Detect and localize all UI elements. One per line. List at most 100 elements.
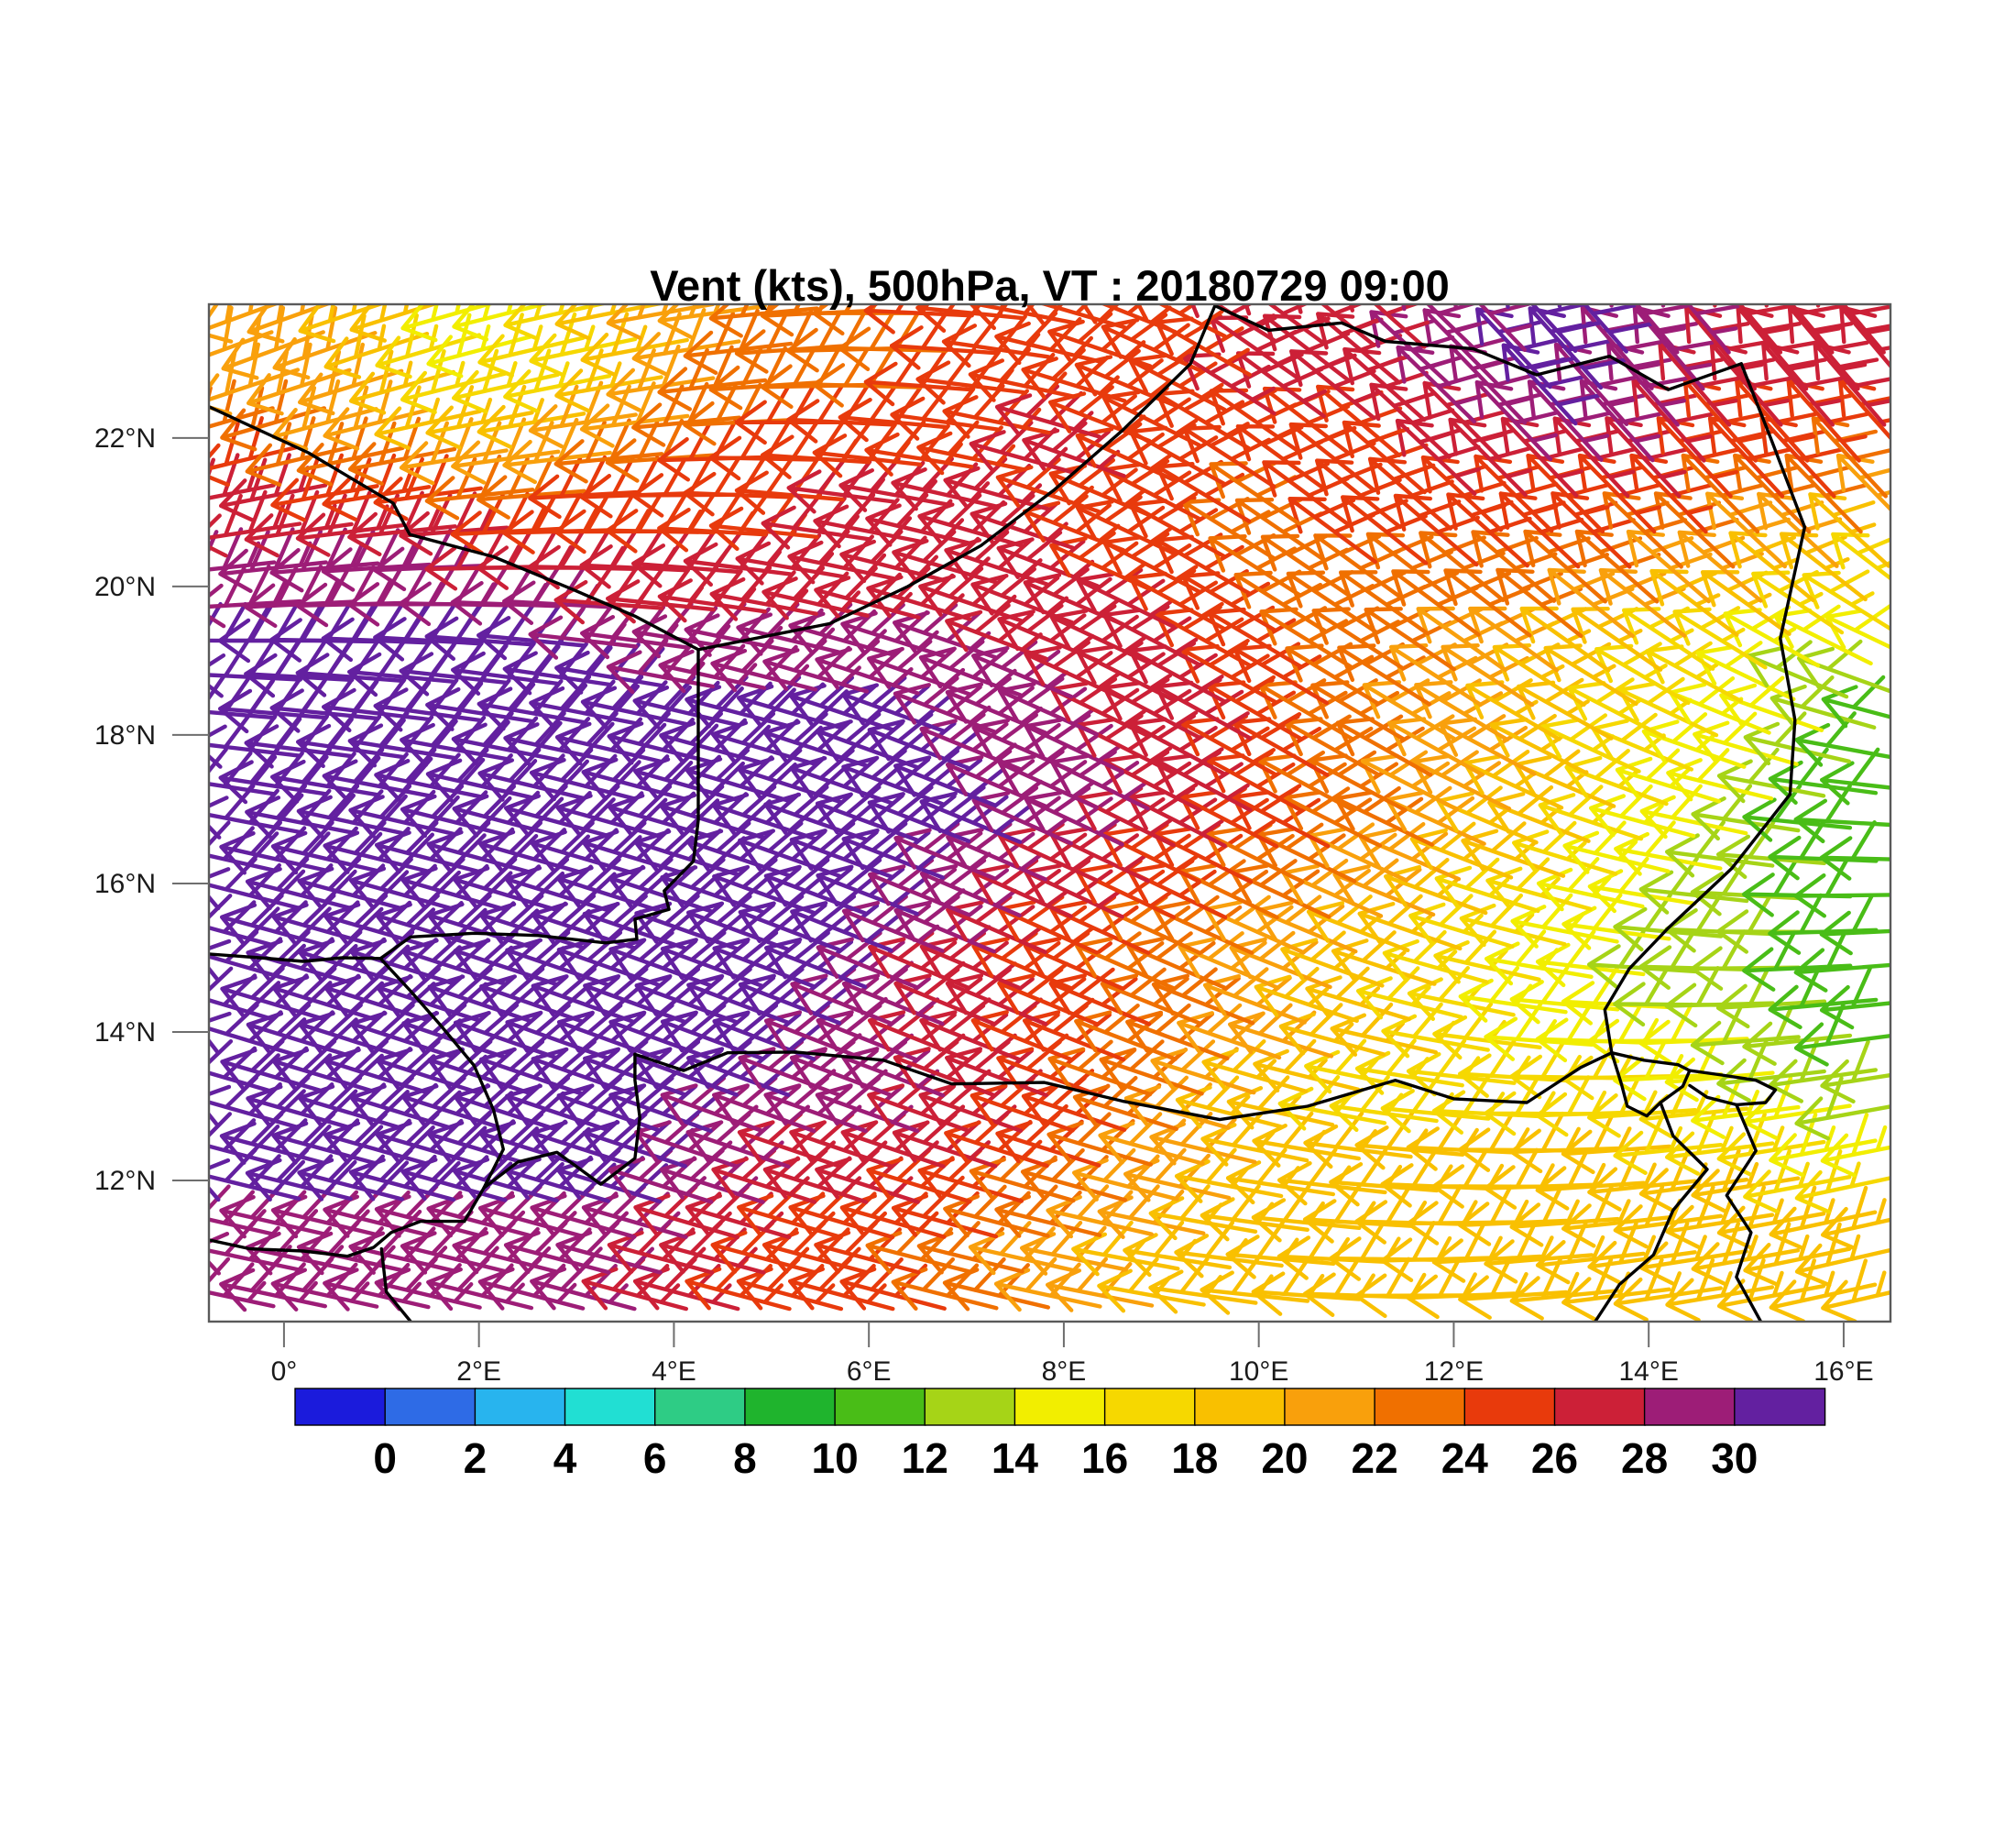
wind-barb: [1453, 304, 1533, 352]
lat-tick-label: 16°N: [94, 869, 156, 899]
wind-barb: [1664, 1038, 1775, 1103]
wind-barb: [244, 711, 354, 769]
wind-barb: [968, 1221, 1077, 1276]
wind-barb: [244, 565, 355, 628]
wind-barb: [1641, 712, 1747, 769]
wind-barb: [1396, 345, 1481, 424]
colorbar-segment: [384, 1388, 477, 1426]
wind-barb: [477, 1257, 586, 1311]
wind-barb: [1626, 529, 1713, 604]
wind-barb: [1665, 1185, 1775, 1249]
wind-barb: [504, 784, 616, 839]
wind-barb: [1613, 1257, 1723, 1322]
wind-barb: [893, 749, 1006, 807]
wind-barb: [1022, 1004, 1126, 1062]
wind-barb: [1074, 1004, 1178, 1061]
wind-barb: [271, 1039, 384, 1094]
wind-barb: [634, 1039, 747, 1097]
wind-barb: [1308, 822, 1408, 883]
wind-barb: [608, 1003, 721, 1060]
wind-barb: [219, 453, 328, 522]
wind-barb: [270, 453, 379, 522]
wind-barb: [1543, 642, 1638, 707]
wind-barb: [1232, 786, 1331, 849]
wind-barb: [209, 1112, 280, 1166]
wind-barb: [1101, 313, 1202, 373]
wind-barb: [1284, 714, 1381, 777]
wind-barb: [219, 1184, 327, 1239]
wind-barb: [1360, 750, 1460, 812]
wind-barb: [686, 967, 799, 1025]
wind-barb: [451, 711, 563, 767]
wind-barb: [1461, 821, 1566, 878]
colorbar-segment: [654, 1388, 747, 1426]
colorbar: 0 2 4 6 8 10 12 14 16 18 20 22 24 26 28 30: [294, 1388, 1826, 1482]
wind-barb: [683, 529, 794, 587]
lat-tick-label: 20°N: [94, 572, 156, 602]
wind-barb: [400, 304, 496, 343]
wind-barb: [1100, 967, 1203, 1026]
wind-barb: [209, 929, 306, 984]
wind-barb: [893, 821, 996, 881]
wind-barb: [349, 349, 456, 415]
wind-barb: [789, 675, 902, 732]
wind-barb: [1639, 784, 1748, 840]
wind-barb: [841, 895, 945, 953]
wind-barb: [1149, 1112, 1257, 1166]
country-border: [379, 1246, 412, 1322]
wind-barb: [633, 821, 746, 877]
wind-barb: [918, 566, 1024, 623]
wind-barb: [1487, 785, 1591, 843]
wind-barb: [581, 1184, 688, 1239]
wind-barb: [296, 711, 406, 768]
wind-barb: [1335, 714, 1433, 777]
wind-barb: [1591, 712, 1693, 772]
wind-barb: [478, 820, 590, 875]
wind-barb: [1492, 642, 1586, 707]
colorbar-label: 6: [643, 1434, 667, 1482]
country-border: [1603, 362, 1807, 1055]
wind-barb: [890, 383, 1000, 441]
wind-barb: [245, 416, 353, 487]
wind-barb: [1458, 1257, 1569, 1320]
wind-barb: [1207, 605, 1303, 669]
wind-barb: [1538, 785, 1644, 841]
wind-barb: [1288, 422, 1376, 493]
wind-barb: [1334, 785, 1434, 847]
wind-barb: [1022, 421, 1126, 478]
wind-barb: [1438, 714, 1537, 776]
wind-barb: [1024, 640, 1124, 701]
wind-barb: [1768, 966, 1879, 1029]
wind-barb: [400, 711, 510, 767]
wind-barb: [1123, 1147, 1232, 1202]
wind-barb: [1489, 713, 1589, 775]
country-border: [1213, 304, 1743, 391]
wind-barb: [501, 492, 613, 554]
wind-barb: [1557, 304, 1653, 354]
wind-barb: [349, 857, 461, 912]
wind-barb: [530, 1184, 637, 1239]
wind-barb: [1561, 1257, 1671, 1322]
wind-barb: [685, 1184, 792, 1240]
wind-barb: [864, 420, 974, 477]
wind-barb: [348, 784, 460, 839]
lat-tick-label: 14°N: [94, 1017, 156, 1048]
wind-barb: [453, 857, 565, 913]
lon-tick-label: 8°E: [1042, 1356, 1087, 1387]
wind-barb: [889, 311, 1000, 370]
wind-barb: [838, 311, 948, 371]
country-border: [1593, 1101, 1709, 1322]
wind-barb: [270, 747, 381, 804]
wind-barb: [451, 638, 561, 696]
wind-barb: [1023, 931, 1125, 991]
wind-barb: [1049, 604, 1150, 664]
wind-barb: [1024, 713, 1124, 774]
wind-barb: [295, 490, 406, 557]
wind-barb: [1244, 304, 1328, 346]
wind-barb: [1485, 929, 1594, 986]
wind-barb: [994, 384, 1101, 439]
country-borders: [209, 304, 1807, 1322]
wind-barb: [1156, 459, 1252, 523]
wind-barb: [555, 1221, 663, 1275]
wind-barb: [1693, 711, 1799, 766]
